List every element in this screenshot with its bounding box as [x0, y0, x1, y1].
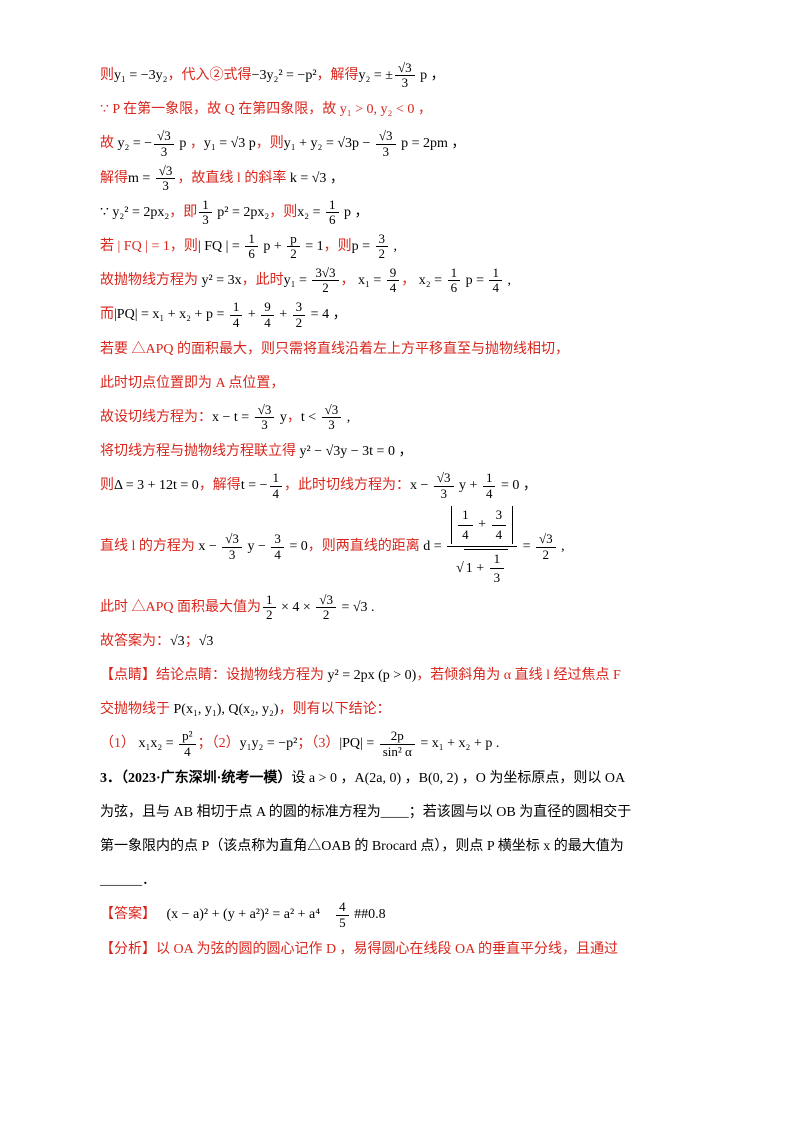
line-13: 则Δ = 3 + 12t = 0，解得t = −14，此时切线方程为：x − √… — [100, 470, 714, 502]
math-y1: y₁ = −3y₂ — [114, 68, 168, 83]
math-fq: | FQ | = 16 p + p2 = 1 — [198, 239, 324, 254]
answer-label: 【答案】 — [100, 907, 156, 922]
math-r3: |PQ| = 2psin² α = x₁ + x₂ + p . — [339, 736, 499, 751]
math-quad: y² − √3y − 3t = 0 ， — [300, 444, 413, 459]
answer-1: √3 — [170, 634, 185, 649]
line-17: 【点睛】结论点睛：设抛物线方程为 y² = 2px (p > 0)，若倾斜角为 … — [100, 660, 714, 692]
math-linel: x − √33 y − 34 = 0 — [198, 539, 307, 554]
line-04: 解得m = √33，故直线 l 的斜率 k = √3 ， — [100, 163, 714, 195]
math-parabola: y² = 3x — [202, 273, 242, 288]
analysis-label: 【分析】 — [100, 942, 156, 957]
math-area: 12 × 4 × √32 = √3 . — [261, 600, 375, 615]
math-y1v: y₁ = √3 p — [204, 136, 256, 151]
math-tlt: t < √33 , — [301, 410, 350, 425]
math-tangent: x − t = √33 y — [212, 410, 287, 425]
line-02: ∵ P 在第一象限，故 Q 在第四象限，故 y₁ > 0, y₂ < 0 ， — [100, 94, 714, 126]
line-09: 若要 △APQ 的面积最大，则只需将直线沿着左上方平移直至与抛物线相切， — [100, 334, 714, 366]
line-16: 故答案为：√3；√3 — [100, 626, 714, 658]
dianqing-label: 【点睛】 — [100, 668, 156, 683]
math-pq: |PQ| = x₁ + x₂ + p = 14 + 94 + 32 = 4 ， — [114, 307, 347, 322]
math-delta: Δ = 3 + 12t = 0 — [114, 478, 199, 493]
line-11: 故设切线方程为：x − t = √33 y，t < √33 , — [100, 402, 714, 434]
problem-3-line3: 第一象限内的点 P（该点称为直角△OAB 的 Brocard 点），则点 P 横… — [100, 831, 714, 863]
math-tangent2: x − √33 y + 14 = 0 ， — [410, 478, 537, 493]
math-p: p = 32 , — [352, 239, 397, 254]
math-sum: y₁ + y₂ = √3p − √33 p = 2pm ， — [284, 136, 466, 151]
answer-frac: 45 ##0.8 — [334, 907, 386, 922]
line-10: 此时切点位置即为 A 点位置， — [100, 368, 714, 400]
math-pts: P(x₁, y₁), Q(x₂, y₂) — [174, 702, 279, 717]
math-parabola2: y² = 2px (p > 0) — [328, 668, 417, 683]
line-14: 直线 l 的方程为 x − √33 y − 34 = 0，则两直线的距离 d =… — [100, 504, 714, 589]
line-06: 若 | FQ | = 1，则| FQ | = 16 p + p2 = 1，则p … — [100, 231, 714, 263]
line-15: 此时 △APQ 面积最大值为12 × 4 × √32 = √3 . — [100, 592, 714, 624]
math-third: 13 p² = 2px₂ — [197, 205, 269, 220]
problem-3-line4: ______． — [100, 865, 714, 897]
math-y1val: y₁ = 3√32 — [284, 273, 341, 288]
answer-eq: (x − a)² + (y + a²)² = a² + a⁴ — [167, 907, 321, 922]
line-05: ∵ y₂² = 2px₂，即13 p² = 2px₂，则x₂ = 16 p ， — [100, 197, 714, 229]
math-k: k = √3 ， — [290, 171, 344, 186]
math-r1: x₁x₂ = p²4 — [139, 736, 198, 751]
problem-source: ．（2023·广东深圳·统考一模） — [107, 771, 291, 786]
math-x2val: x₂ = 16 p = 14 , — [419, 273, 511, 288]
math-y2sq: ∵ y₂² = 2px₂ — [100, 205, 169, 220]
answer-line: 【答案】 (x − a)² + (y + a²)² = a² + a⁴ 45 #… — [100, 899, 714, 931]
line-18: 交抛物线于 P(x₁, y₁), Q(x₂, y₂)，则有以下结论： — [100, 694, 714, 726]
math-y2neg: y₂ = −√33 p — [118, 136, 187, 151]
math-m: m = √33 — [128, 171, 177, 186]
line-03: 故 y₂ = −√33 p ，y₁ = √3 p，则y₁ + y₂ = √3p … — [100, 128, 714, 160]
math-dist: d = 14 + 34√1 + 13 = √32 , — [423, 539, 564, 554]
math-eq2: −3y₂² = −p² — [252, 68, 317, 83]
math-tval: t = −14 — [241, 478, 284, 493]
line-07: 故抛物线方程为 y² = 3x，此时y₁ = 3√32， x₁ = 94， x₂… — [100, 265, 714, 297]
analysis-line: 【分析】以 OA 为弦的圆的圆心记作 D ，易得圆心在线段 OA 的垂直平分线，… — [100, 934, 714, 966]
line-01: 则y₁ = −3y₂，代入②式得−3y₂² = −p²，解得y₂ = ±√33 … — [100, 60, 714, 92]
answer-2: √3 — [199, 634, 214, 649]
math-x1val: x₁ = 94 — [358, 273, 401, 288]
math-y2: y₂ = ±√33 p ， — [359, 68, 445, 83]
problem-3-line1: 3．（2023·广东深圳·统考一模）设 a > 0 ，A(2a, 0) ，B(0… — [100, 763, 714, 795]
problem-3-line2: 为弦，且与 AB 相切于点 A 的圆的标准方程为____；若该圆与以 OB 为直… — [100, 797, 714, 829]
line-19: （1） x₁x₂ = p²4；（2）y₁y₂ = −p²；（3）|PQ| = 2… — [100, 728, 714, 760]
line-12: 将切线方程与抛物线方程联立得 y² − √3y − 3t = 0 ， — [100, 436, 714, 468]
problem-number: 3 — [100, 771, 107, 786]
line-08: 而|PQ| = x₁ + x₂ + p = 14 + 94 + 32 = 4 ， — [100, 299, 714, 331]
math-r2: y₁y₂ = −p² — [240, 736, 298, 751]
math-x2: x₂ = 16 p ， — [297, 205, 368, 220]
